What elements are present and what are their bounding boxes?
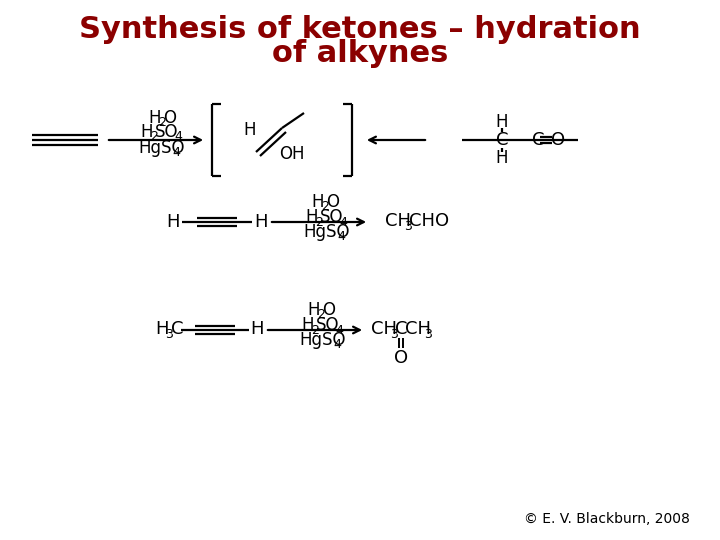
Text: HgSO: HgSO (138, 139, 184, 157)
Text: O: O (163, 109, 176, 127)
Text: H: H (301, 316, 313, 334)
Text: SO: SO (155, 123, 179, 141)
Text: H: H (155, 320, 168, 338)
Text: CH: CH (405, 320, 431, 338)
Text: CHO: CHO (409, 212, 449, 230)
Text: O: O (322, 301, 335, 319)
Text: 2: 2 (315, 215, 323, 228)
Text: H: H (307, 301, 320, 319)
Text: H: H (148, 109, 161, 127)
Text: H: H (305, 208, 318, 226)
Text: 3: 3 (424, 328, 432, 341)
Text: O: O (326, 193, 339, 211)
Text: H: H (140, 123, 153, 141)
Text: H: H (166, 213, 180, 231)
Text: H: H (496, 149, 508, 167)
Text: 2: 2 (311, 323, 319, 336)
Text: C: C (395, 320, 408, 338)
Text: HgSO: HgSO (303, 223, 349, 241)
Text: Synthesis of ketones – hydration: Synthesis of ketones – hydration (79, 16, 641, 44)
Text: O: O (551, 131, 565, 149)
Text: 4: 4 (335, 323, 343, 336)
Text: OH: OH (279, 145, 305, 163)
Text: 4: 4 (339, 215, 347, 228)
Text: C: C (532, 131, 544, 149)
Text: 2: 2 (150, 131, 158, 144)
Text: SO: SO (320, 208, 343, 226)
Text: 3: 3 (390, 328, 398, 341)
Text: 4: 4 (174, 131, 182, 144)
Text: 2: 2 (321, 200, 329, 213)
Text: C: C (496, 131, 508, 149)
Text: 4: 4 (337, 231, 345, 244)
Text: CH: CH (371, 320, 397, 338)
Text: H: H (254, 213, 268, 231)
Text: © E. V. Blackburn, 2008: © E. V. Blackburn, 2008 (524, 512, 690, 526)
Text: CH: CH (385, 212, 411, 230)
Text: 2: 2 (317, 308, 325, 321)
Text: HgSO: HgSO (299, 331, 346, 349)
Text: 4: 4 (172, 146, 180, 159)
Text: 3: 3 (404, 220, 412, 233)
Text: H: H (251, 320, 264, 338)
Text: H: H (496, 113, 508, 131)
Text: O: O (394, 349, 408, 367)
Text: SO: SO (316, 316, 340, 334)
Text: C: C (171, 320, 184, 338)
Text: of alkynes: of alkynes (272, 38, 448, 68)
Text: H: H (244, 121, 256, 139)
Text: H: H (311, 193, 323, 211)
Text: 2: 2 (158, 117, 166, 130)
Text: 3: 3 (165, 328, 173, 341)
Text: 4: 4 (333, 339, 341, 352)
